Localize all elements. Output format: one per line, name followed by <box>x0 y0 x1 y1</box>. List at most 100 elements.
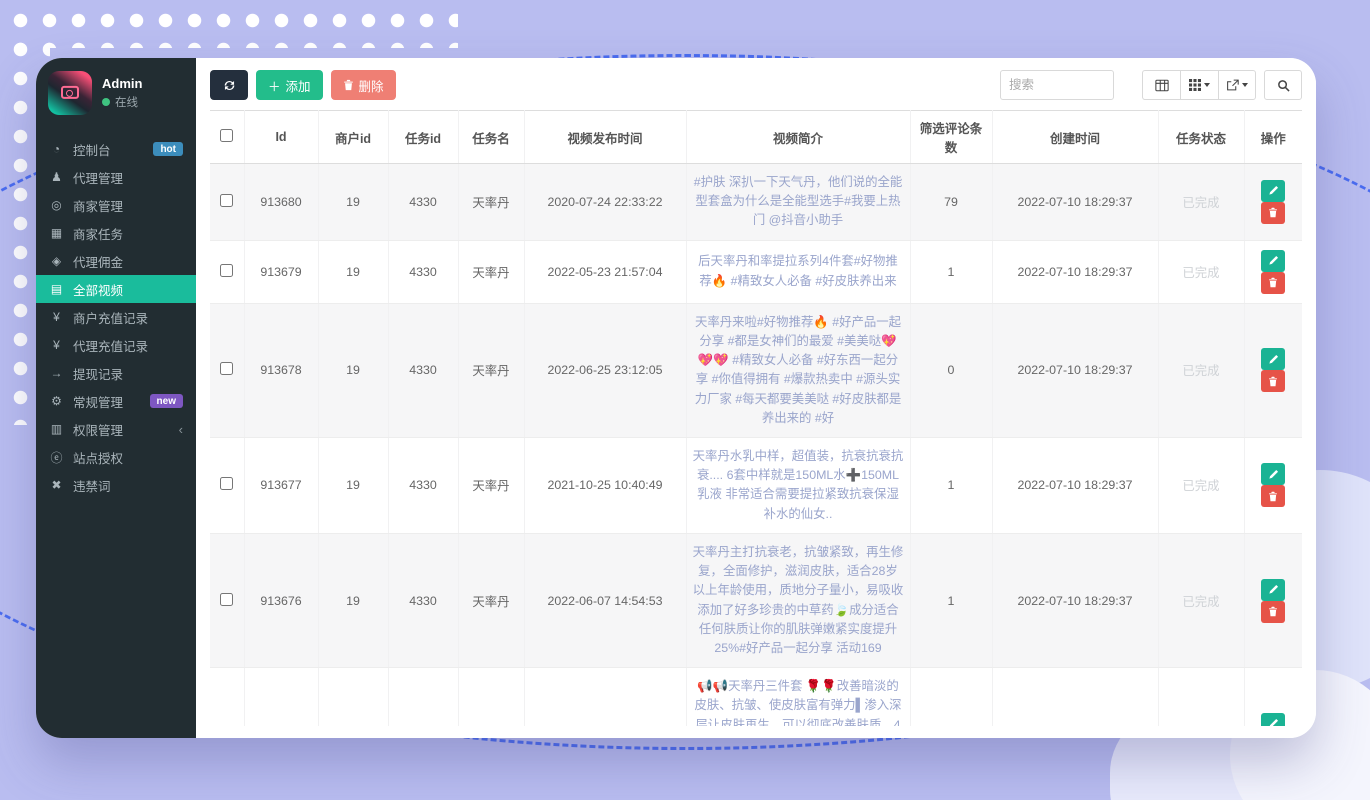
sidebar-item-withdraw-record[interactable]: → 提现记录 <box>36 359 196 387</box>
sidebar-item-label: 提现记录 <box>73 367 124 382</box>
cell-id: 913675 <box>244 667 319 726</box>
row-checkbox[interactable] <box>220 362 234 376</box>
cell-task-id: 4330 <box>388 163 459 241</box>
table-row: 913676 19 4330 天率丹 2022-06-07 14:54:53 天… <box>210 533 1302 669</box>
header-publish-time: 视频发布时间 <box>524 110 687 164</box>
cell-task-name: 天率丹 <box>458 437 525 534</box>
sidebar-item-site-auth[interactable]: ⓔ 站点授权 <box>36 443 196 471</box>
edit-row-button[interactable] <box>1261 578 1286 601</box>
cell-summary: 📢📢天率丹三件套 🌹🌹改善暗淡的皮肤、抗皱、使皮肤富有弹力▌渗入深层让皮肤再生，… <box>686 667 911 726</box>
row-checkbox[interactable] <box>220 477 234 491</box>
sidebar-item-agent-manage[interactable]: ♟ 代理管理 <box>36 163 196 191</box>
grid-icon <box>1189 79 1201 91</box>
row-checkbox[interactable] <box>220 592 234 606</box>
cell-summary: #护肤 深扒一下天气丹，他们说的全能型套盒为什么是全能型选手#我要上热门 @抖音… <box>686 163 911 241</box>
edit-row-button[interactable] <box>1261 179 1286 202</box>
select-all-checkbox[interactable] <box>220 129 234 142</box>
cell-comment-count: 1 <box>910 437 993 534</box>
header-task-id: 任务id <box>388 110 459 164</box>
columns-toggle-button[interactable] <box>1142 70 1180 100</box>
cell-merchant-id: 19 <box>318 533 389 669</box>
cogs-icon: ⚙ <box>51 394 62 408</box>
sidebar-menu: ◔ 控制台 hot ♟ 代理管理 ◎ 商家管理 ▦ 商家任务 ◈ 代理佣金 ▤ … <box>36 127 196 499</box>
eye-icon: ◎ <box>51 198 62 212</box>
cell-task-id: 4330 <box>388 240 459 304</box>
sidebar-item-label: 商家任务 <box>73 227 124 242</box>
search-button[interactable] <box>1264 70 1302 100</box>
plus-icon: ＋ <box>268 79 281 94</box>
cell-merchant-id: 19 <box>318 303 389 438</box>
export-button[interactable] <box>1218 70 1256 100</box>
refresh-icon <box>224 80 234 90</box>
sidebar-item-label: 全部视频 <box>73 283 124 298</box>
chevron-left-icon: ‹ <box>178 421 183 437</box>
cell-task-id: 4330 <box>388 437 459 534</box>
main-content: ＋ 添加 删除 <box>196 58 1316 738</box>
trash-icon <box>1269 277 1278 288</box>
user-status: 在线 <box>102 94 142 110</box>
search-icon <box>1277 79 1290 92</box>
sidebar-nav: ◔ 控制台 hot ♟ 代理管理 ◎ 商家管理 ▦ 商家任务 ◈ 代理佣金 ▤ … <box>36 127 196 499</box>
add-button[interactable]: ＋ 添加 <box>256 70 323 100</box>
cell-comment-count: 1 <box>910 533 993 669</box>
columns-icon <box>1154 79 1169 91</box>
pencil-icon <box>1269 186 1278 195</box>
table-row: 913680 19 4330 天率丹 2020-07-24 22:33:22 #… <box>210 163 1302 241</box>
sidebar-item-dashboard[interactable]: ◔ 控制台 hot <box>36 135 196 163</box>
cell-merchant-id: 19 <box>318 437 389 534</box>
sidebar: Admin 在线 ◔ 控制台 hot ♟ 代理管理 ◎ 商家管理 ▦ 商家任务 … <box>36 58 196 738</box>
sidebar-item-banned-words[interactable]: ✖ 违禁词 <box>36 471 196 499</box>
cell-publish-time: 2021-10-25 10:40:49 <box>524 437 687 534</box>
cell-id: 913680 <box>244 163 319 241</box>
sidebar-item-general-manage[interactable]: ⚙ 常规管理 new <box>36 387 196 415</box>
delete-button[interactable]: 删除 <box>330 70 396 100</box>
sidebar-item-label: 常规管理 <box>73 395 124 410</box>
cell-merchant-id: 19 <box>318 163 389 241</box>
edit-row-button[interactable] <box>1261 463 1286 486</box>
tachometer-icon: ◔ <box>52 142 61 156</box>
header-summary: 视频简介 <box>686 110 911 164</box>
sidebar-item-label: 商家管理 <box>73 199 124 214</box>
pencil-icon <box>1269 469 1278 479</box>
search-input[interactable] <box>1000 70 1114 100</box>
delete-row-button[interactable] <box>1261 370 1286 393</box>
gem-icon: ◈ <box>51 254 62 268</box>
cell-task-name: 天率丹 <box>458 303 525 438</box>
cell-task-name: 天率丹 <box>458 163 525 241</box>
edit-row-button[interactable] <box>1261 712 1286 726</box>
delete-row-button[interactable] <box>1261 485 1286 508</box>
sidebar-item-merchant-task[interactable]: ▦ 商家任务 <box>36 219 196 247</box>
export-icon <box>1227 79 1239 91</box>
sidebar-item-merchant-recharge-record[interactable]: ¥ 商户充值记录 <box>36 303 196 331</box>
dot-pattern-top <box>6 6 458 48</box>
grid-view-button[interactable] <box>1180 70 1218 100</box>
cell-status: 已完成 <box>1158 667 1245 726</box>
delete-row-button[interactable] <box>1261 201 1286 224</box>
header-task-name: 任务名 <box>458 110 525 164</box>
delete-row-button[interactable] <box>1261 271 1286 294</box>
refresh-button[interactable] <box>210 70 248 100</box>
sidebar-item-all-videos[interactable]: ▤ 全部视频 <box>36 275 196 303</box>
sidebar-item-label: 控制台 <box>73 143 111 158</box>
app-window: Admin 在线 ◔ 控制台 hot ♟ 代理管理 ◎ 商家管理 ▦ 商家任务 … <box>36 58 1316 738</box>
cell-publish-time: 2022-06-07 14:54:53 <box>524 533 687 669</box>
sidebar-item-merchant-manage[interactable]: ◎ 商家管理 <box>36 191 196 219</box>
cell-publish-time: 2022-06-12 17:50:48 <box>524 667 687 726</box>
edit-row-button[interactable] <box>1261 348 1286 371</box>
row-checkbox[interactable] <box>220 263 234 277</box>
cell-id: 913676 <box>244 533 319 669</box>
sidebar-item-agent-commission[interactable]: ◈ 代理佣金 <box>36 247 196 275</box>
delete-row-button[interactable] <box>1261 600 1286 623</box>
delete-button-label: 删除 <box>358 79 384 94</box>
trash-icon <box>1269 208 1278 218</box>
sidebar-item-label: 站点授权 <box>73 451 124 466</box>
edit-row-button[interactable] <box>1261 249 1286 272</box>
sidebar-item-permission-manage[interactable]: ▥ 权限管理 ‹ <box>36 415 196 443</box>
header-status: 任务状态 <box>1158 110 1245 164</box>
trash-icon <box>1269 376 1278 387</box>
avatar[interactable] <box>48 71 92 115</box>
pencil-icon <box>1269 719 1278 726</box>
sidebar-item-agent-recharge-record[interactable]: ¥ 代理充值记录 <box>36 331 196 359</box>
cell-summary: 天率丹来啦#好物推荐🔥 #好产品一起分享 #都是女神们的最爱 #美美哒💖💖💖 #… <box>686 303 911 438</box>
row-checkbox[interactable] <box>220 193 234 207</box>
